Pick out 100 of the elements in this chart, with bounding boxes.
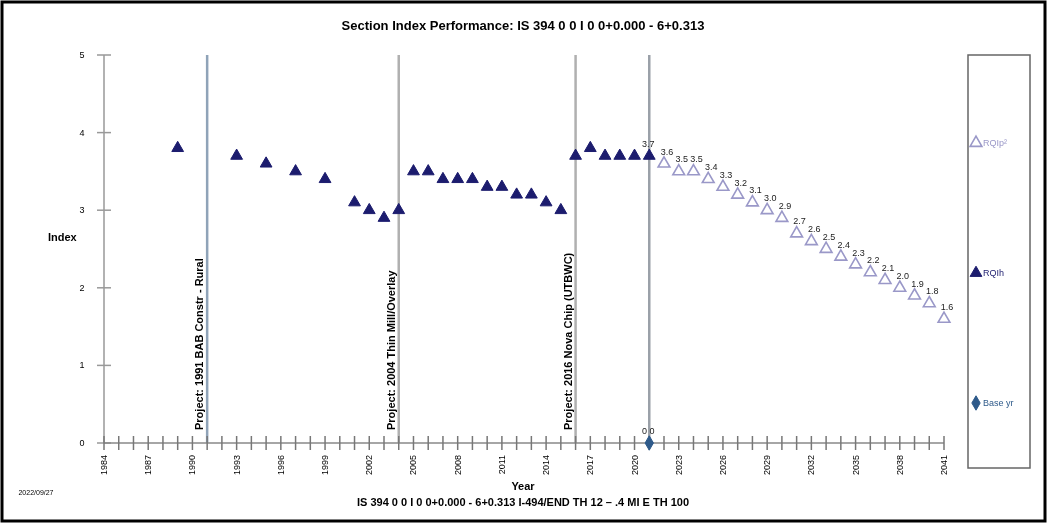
chart-title: Section Index Performance: IS 394 0 0 I 0 0+0.000 - 6+0.313 [341, 18, 705, 33]
point [171, 140, 185, 153]
point [436, 171, 450, 184]
point [760, 202, 774, 215]
x-tick-label: 2017 [585, 455, 596, 476]
point [318, 171, 332, 184]
point [259, 156, 273, 168]
data-label: 3.7 [642, 138, 655, 149]
y-tick-label: 2 [79, 282, 85, 293]
y-tick-label: 5 [79, 50, 85, 60]
x-tick-label: 1984 [99, 455, 109, 476]
x-tick-label: 2038 [894, 455, 905, 476]
data-label: 3.5 [675, 154, 688, 165]
point [377, 210, 391, 222]
point [907, 287, 922, 300]
data-label: 3.3 [719, 169, 733, 180]
x-tick-label: 2011 [496, 455, 507, 475]
point [230, 148, 244, 160]
point [569, 148, 582, 160]
point [583, 140, 597, 153]
y-axis-title: Index [48, 231, 78, 243]
y-tick-label: 4 [79, 127, 85, 138]
data-label: 2.6 [808, 224, 821, 235]
data-label: 2.4 [837, 239, 851, 250]
data-label: 2.3 [852, 247, 865, 258]
point [421, 164, 435, 176]
x-tick-label: 2026 [717, 455, 728, 476]
point [289, 164, 302, 176]
point [554, 202, 568, 215]
point [878, 272, 892, 285]
point [804, 233, 819, 246]
x-tick-label: 2029 [762, 455, 773, 476]
point [407, 164, 420, 176]
point [466, 171, 479, 184]
data-label: 0 0 [642, 426, 655, 436]
point [628, 148, 641, 160]
data-label: 2.2 [867, 255, 880, 266]
point [863, 264, 877, 277]
x-tick-label: 2035 [850, 455, 861, 476]
data-label: 3.4 [704, 162, 718, 173]
point [893, 280, 907, 292]
data-label: 1.8 [926, 286, 939, 297]
data-label: 3.5 [690, 154, 703, 165]
data-label: 2.7 [793, 216, 806, 227]
point [775, 210, 789, 223]
point [848, 256, 863, 269]
text: IS 394 0 0 I 0 0+0.000 - 6+0.313 I-494/END TH 12 – .4 MI E TH 100 [356, 496, 690, 508]
legend-label: RQIp² [983, 138, 1008, 148]
x-tick-label: 1999 [320, 455, 331, 476]
legend-label: Base yr [983, 398, 1014, 408]
x-tick-label: 1987 [143, 455, 154, 476]
point [480, 179, 494, 191]
point [701, 171, 715, 184]
x-tick-label: 2020 [629, 455, 640, 476]
point [348, 195, 361, 207]
data-label: 2.9 [778, 200, 792, 211]
data-label: 1.6 [940, 301, 954, 312]
point [819, 241, 833, 254]
point [451, 171, 465, 184]
point [598, 148, 612, 160]
data-label: 3.1 [749, 185, 762, 196]
point [937, 311, 951, 324]
x-tick-label: 1990 [187, 455, 198, 476]
point [686, 163, 701, 176]
x-tick-label: 2005 [408, 455, 419, 476]
x-tick-label: 2002 [364, 455, 375, 476]
data-label: 3.0 [763, 193, 777, 204]
point [672, 163, 686, 176]
point [657, 156, 671, 168]
data-label: 2.5 [822, 232, 836, 242]
x-tick-label: 2008 [452, 455, 463, 476]
x-tick-label: 1996 [275, 455, 286, 476]
data-label: 2.1 [881, 263, 895, 274]
point [716, 179, 730, 192]
point [613, 148, 627, 160]
point [392, 202, 406, 215]
y-tick-label: 1 [79, 360, 85, 371]
point [745, 194, 760, 207]
data-label: 3.6 [660, 146, 674, 157]
x-axis-title: Year [511, 480, 536, 492]
legend-label: RQIh [983, 268, 1005, 278]
x-tick-label: 1993 [231, 455, 242, 476]
point [789, 225, 804, 238]
data-label: 2.0 [896, 270, 910, 281]
point [922, 295, 936, 308]
point [642, 148, 656, 160]
ref-line-label: Project: 2004 Thin Mill/Overlay [384, 269, 397, 430]
x-tick-label: 2023 [673, 455, 684, 476]
point [834, 249, 848, 261]
y-tick-label: 0 [79, 438, 85, 448]
ref-line-label: Project: 1991 BAB Constr - Rural [193, 258, 206, 430]
point [510, 187, 524, 199]
point [524, 187, 538, 199]
y-tick-label: 3 [79, 205, 85, 216]
point [539, 195, 553, 207]
ref-line-label: Project: 2016 Nova Chip (UTBWC) [561, 252, 574, 430]
point [362, 202, 376, 215]
data-label: 1.9 [911, 278, 924, 289]
data-label: 3.2 [734, 177, 747, 188]
x-tick-label: 2014 [541, 455, 552, 476]
